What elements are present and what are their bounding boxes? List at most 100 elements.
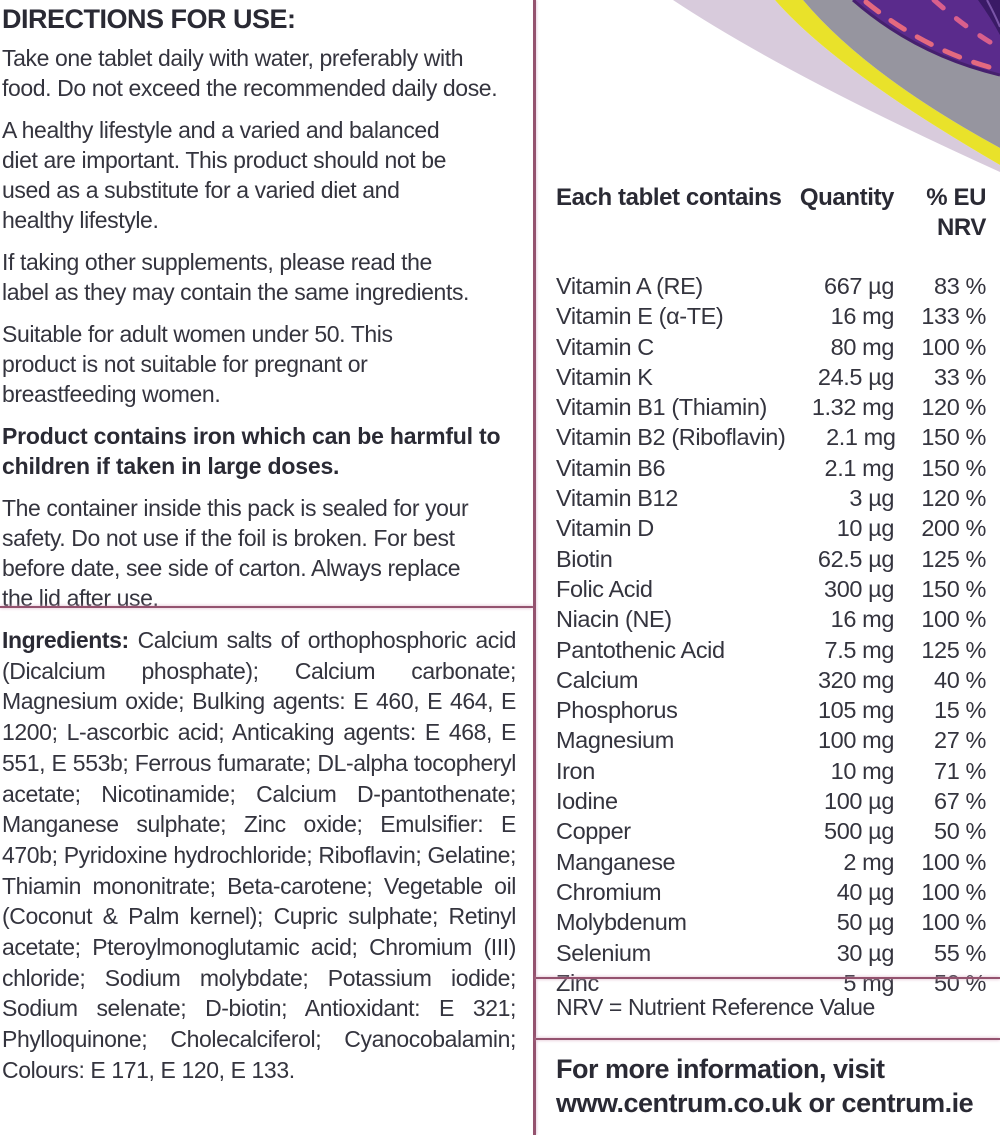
- nutrient-name: Chromium: [556, 878, 662, 905]
- nutrient-row: Vitamin B12 3 µg 120 %: [556, 483, 986, 513]
- nutrient-nrv-percent: 50 %: [934, 969, 986, 996]
- nutrient-nrv-percent: 125 %: [921, 636, 986, 663]
- nutrient-row: Vitamin C 80 mg 100 %: [556, 332, 986, 362]
- directions-paragraph: The container inside this pack is sealed…: [2, 495, 469, 611]
- nutrient-row: Niacin (NE) 16 mg 100 %: [556, 604, 986, 634]
- nutrient-nrv-percent: 83 %: [934, 273, 986, 299]
- nutrient-quantity: 1.32 mg: [811, 394, 895, 421]
- nutrition-table: Each tablet contains Quantity % EU NRV V…: [556, 183, 986, 998]
- decorative-swoosh: [673, 0, 1000, 172]
- left-column-divider-line: [0, 606, 533, 608]
- nutrient-name: Iodine: [556, 788, 618, 815]
- directions-heading: DIRECTIONS FOR USE:: [2, 4, 296, 34]
- swoosh-road-dash-line-outer: [863, 0, 1000, 73]
- nutrient-row: Manganese 2 mg 100 %: [556, 847, 986, 877]
- nutrient-nrv-percent: 150 %: [921, 424, 986, 451]
- directions-paragraph: If taking other supplements, please read…: [2, 249, 470, 305]
- nutrient-nrv-percent: 50 %: [934, 818, 986, 845]
- nutrient-row: Selenium 30 µg 55 %: [556, 938, 986, 968]
- nutrient-row: Iron 10 mg 71 %: [556, 756, 986, 786]
- nutrient-quantity: 320 mg: [818, 666, 894, 693]
- nutrient-row: Vitamin B1 (Thiamin) 1.32 mg 120 %: [556, 392, 986, 422]
- nutrient-name: Vitamin K: [556, 363, 653, 390]
- ingredients-text: Calcium salts of orthophosphoric acid (D…: [2, 627, 516, 1083]
- nrv-note: NRV = Nutrient Reference Value: [556, 994, 875, 1020]
- nutrient-quantity: 5 mg: [843, 969, 894, 996]
- nutrient-name: Biotin: [556, 545, 613, 572]
- nutrient-row: Chromium 40 µg 100 %: [556, 877, 986, 907]
- nutrient-name: Magnesium: [556, 727, 674, 754]
- nutrient-row: Vitamin D 10 µg 200 %: [556, 513, 986, 543]
- nutrient-name: Vitamin B1 (Thiamin): [556, 394, 767, 421]
- nutrient-nrv-percent: 55 %: [934, 939, 986, 966]
- nutrient-nrv-percent: 150 %: [921, 454, 986, 481]
- directions-paragraph: Suitable for adult women under 50. This …: [2, 321, 393, 407]
- directions-paragraph: Product contains iron which can be harmf…: [2, 423, 501, 479]
- nrv-note-divider-top: [536, 977, 1000, 979]
- nutrient-quantity: 3 µg: [849, 485, 894, 512]
- directions-paragraph: A healthy lifestyle and a varied and bal…: [2, 117, 447, 233]
- nutrient-row: Phosphorus 105 mg 15 %: [556, 695, 986, 725]
- nutrient-row: Vitamin E (α-TE) 16 mg 133 %: [556, 301, 986, 331]
- nutrient-nrv-percent: 125 %: [921, 545, 986, 572]
- nutrient-row: Iodine 100 µg 67 %: [556, 786, 986, 816]
- header-each-tablet-contains: Each tablet contains: [556, 184, 782, 211]
- directions-paragraphs: Take one tablet daily with water, prefer…: [2, 43, 516, 613]
- nutrient-quantity: 300 µg: [824, 575, 894, 602]
- swoosh-lavender-band: [673, 0, 1000, 172]
- swoosh-gray-band: [803, 0, 1000, 148]
- nutrient-quantity: 100 µg: [824, 788, 894, 815]
- nutrient-name: Vitamin C: [556, 333, 654, 360]
- nutrient-row: Folic Acid 300 µg 150 %: [556, 574, 986, 604]
- swoosh-yellow-band: [775, 0, 1000, 165]
- nutrient-nrv-percent: 71 %: [934, 757, 986, 784]
- nutrient-nrv-percent: 120 %: [921, 394, 986, 421]
- nutrient-row: Biotin 62.5 µg 125 %: [556, 544, 986, 574]
- nutrient-quantity: 50 µg: [836, 909, 895, 936]
- nutrient-quantity: 2 mg: [843, 848, 894, 875]
- nutrient-nrv-percent: 27 %: [934, 727, 986, 754]
- nutrient-name: Vitamin B2 (Riboflavin): [556, 424, 786, 451]
- nutrient-name: Vitamin E (α-TE): [556, 303, 724, 330]
- left-column: DIRECTIONS FOR USE: Take one tablet dail…: [2, 4, 516, 625]
- nutrient-row: Calcium 320 mg 40 %: [556, 665, 986, 695]
- nutrient-name: Pantothenic Acid: [556, 636, 725, 663]
- nutrient-name: Vitamin B12: [556, 485, 678, 512]
- nutrient-nrv-percent: 100 %: [921, 333, 986, 360]
- nutrient-nrv-percent: 150 %: [921, 575, 986, 602]
- swoosh-road-dash-line-inner: [931, 0, 1000, 51]
- directions-paragraph: Take one tablet daily with water, prefer…: [2, 45, 498, 101]
- nutrient-quantity: 80 mg: [830, 333, 895, 360]
- nutrient-row: Zinc 5 mg 50 %: [556, 968, 986, 998]
- nutrient-nrv-percent: 40 %: [934, 666, 986, 693]
- header-percent-eu-nrv: % EU NRV: [926, 184, 986, 241]
- nutrient-name: Manganese: [556, 848, 676, 875]
- nutrient-row: Vitamin B6 2.1 mg 150 %: [556, 453, 986, 483]
- nutrient-quantity: 62.5 µg: [817, 545, 894, 572]
- right-panel: Each tablet contains Quantity % EU NRV V…: [536, 0, 1000, 1135]
- nutrient-nrv-percent: 67 %: [934, 788, 986, 815]
- nutrient-quantity: 105 mg: [818, 697, 894, 724]
- nutrient-nrv-percent: 200 %: [921, 515, 986, 542]
- swoosh-indigo-stripe: [986, 0, 1000, 28]
- nutrient-quantity: 100 mg: [818, 727, 894, 754]
- nutrient-name: Selenium: [556, 939, 651, 966]
- vertical-separator-line: [533, 0, 536, 1135]
- nutrient-quantity: 30 µg: [836, 939, 895, 966]
- nutrient-name: Calcium: [556, 666, 639, 693]
- nutrient-name: Niacin (NE): [556, 606, 672, 633]
- nutrient-name: Vitamin D: [556, 515, 654, 542]
- ingredients-paragraph: Ingredients: Calcium salts of orthophosp…: [2, 625, 516, 1086]
- nutrient-row: Molybdenum 50 µg 100 %: [556, 907, 986, 937]
- nutrient-quantity: 16 mg: [830, 606, 895, 633]
- nutrient-nrv-percent: 100 %: [921, 848, 986, 875]
- nutrient-nrv-percent: 120 %: [921, 485, 986, 512]
- nutrient-name: Folic Acid: [556, 575, 653, 602]
- swoosh-indigo-corner: [978, 0, 1000, 35]
- nutrient-nrv-percent: 133 %: [921, 303, 986, 330]
- nutrient-row: Copper 500 µg 50 %: [556, 816, 986, 846]
- nutrient-quantity: 500 µg: [824, 818, 894, 845]
- nutrition-table-body: Vitamin A (RE) 667 µg 83 % Vitamin E (α-TE)…: [556, 271, 986, 998]
- nutrient-name: Molybdenum: [556, 909, 687, 936]
- nutrient-nrv-percent: 100 %: [921, 606, 986, 633]
